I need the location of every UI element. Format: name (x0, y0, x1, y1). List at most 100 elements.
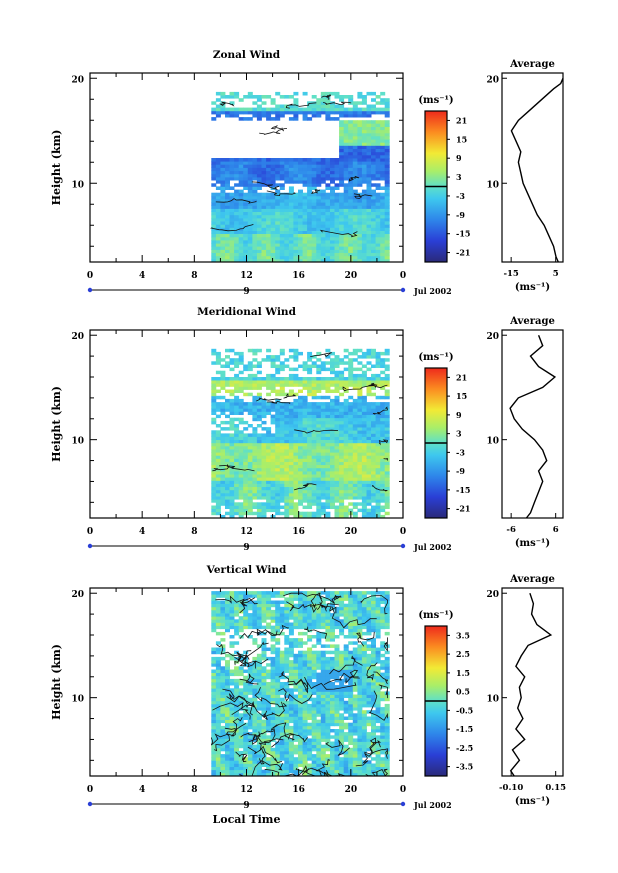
heatmap-cell (284, 227, 290, 231)
heatmap-cell (247, 471, 253, 475)
heatmap-cell (247, 195, 253, 200)
heatmap-cell (225, 471, 230, 475)
heatmap-cell (371, 417, 376, 422)
heatmap-cell (343, 408, 349, 412)
heatmap-cell (357, 433, 363, 437)
heatmap-cell (334, 750, 340, 755)
heatmap-cell (307, 703, 313, 708)
heatmap-cell (243, 439, 249, 444)
heatmap-cell (279, 663, 285, 667)
heatmap-cell (288, 110, 294, 115)
heatmap-cell (270, 202, 276, 206)
heatmap-cell (316, 176, 322, 181)
heatmap-cell (361, 380, 367, 384)
heatmap-cell (256, 750, 262, 755)
heatmap-cell (357, 145, 363, 149)
heatmap-cell (215, 461, 221, 466)
heatmap-cell (279, 439, 285, 444)
heatmap-cell (275, 389, 281, 393)
heatmap-cell (256, 474, 262, 478)
heatmap-cell (266, 591, 272, 595)
heatmap-cell (298, 619, 303, 623)
heatmap-cell (270, 101, 276, 105)
heatmap-cell (279, 625, 285, 630)
heatmap-cell (339, 492, 345, 497)
colorbar-tick-label: 15 (456, 134, 467, 144)
heatmap-cell (229, 161, 235, 165)
heatmap-cell (302, 729, 308, 733)
heatmap-cell (243, 685, 249, 689)
heatmap-cell (229, 348, 235, 353)
heatmap-cell (320, 445, 326, 450)
heatmap-cell (225, 505, 230, 509)
heatmap-cell (375, 183, 381, 187)
heatmap-cell (316, 600, 322, 604)
heatmap-cell (384, 158, 390, 162)
heatmap-cell (339, 445, 345, 450)
heatmap-cell (339, 685, 345, 689)
heatmap-cell (211, 691, 217, 695)
heatmap-cell (261, 741, 267, 745)
heatmap-cell (307, 221, 313, 225)
heatmap-cell (220, 402, 226, 406)
heatmap-cell (302, 594, 308, 598)
heatmap-cell (261, 703, 267, 708)
heatmap-cell (307, 195, 313, 200)
heatmap-cell (234, 170, 240, 175)
heatmap-cell (215, 202, 221, 206)
heatmap-cell (320, 644, 326, 648)
heatmap-cell (298, 430, 303, 434)
heatmap-cell (334, 511, 340, 516)
heatmap-cell (366, 380, 372, 384)
heatmap-cell (334, 591, 340, 595)
heatmap-cell (334, 395, 340, 400)
heatmap-cell (357, 502, 363, 506)
heatmap-cell (307, 678, 313, 683)
heatmap-cell (380, 221, 386, 225)
heatmap-cell (320, 744, 326, 749)
heatmap-cell (293, 424, 299, 428)
heatmap-cell (247, 167, 253, 172)
heatmap-cell (384, 364, 390, 368)
heatmap-cell (298, 729, 303, 733)
heatmap-cell (339, 483, 345, 487)
heatmap-cell (334, 199, 340, 203)
heatmap-cell (330, 477, 335, 481)
heatmap-cell (334, 208, 340, 212)
heatmap-cell (229, 600, 235, 604)
heatmap-cell (252, 505, 258, 509)
heatmap-cell (320, 606, 326, 611)
heatmap-cell (343, 120, 349, 124)
heatmap-cell (339, 417, 345, 422)
heatmap-cell (371, 477, 376, 481)
heatmap-cell (330, 461, 335, 466)
heatmap-cell (366, 489, 372, 494)
heatmap-cell (316, 682, 322, 686)
heatmap-cell (316, 224, 322, 228)
heatmap-cell (311, 722, 317, 727)
heatmap-cell (293, 158, 299, 162)
heatmap-cell (339, 688, 345, 692)
heatmap-cell (275, 666, 281, 670)
heatmap-cell (247, 364, 253, 368)
heatmap-cell (348, 383, 354, 387)
heatmap-cell (334, 377, 340, 381)
heatmap-cell (252, 616, 258, 620)
heatmap-cell (361, 95, 367, 99)
heatmap-cell (384, 110, 390, 115)
heatmap-cell (325, 110, 331, 115)
heatmap-cell (256, 616, 262, 620)
heatmap-cell (215, 707, 221, 711)
heatmap-cell (225, 619, 230, 623)
heatmap-cell (316, 202, 322, 206)
heatmap-cell (357, 214, 363, 219)
heatmap-cell (229, 449, 235, 453)
heatmap-cell (234, 361, 240, 365)
heatmap-cell (275, 173, 281, 178)
x-tick-label: 8 (191, 271, 197, 281)
heatmap-cell (247, 685, 253, 689)
heatmap-cell (229, 757, 235, 761)
heatmap-cell (293, 358, 299, 362)
heatmap-cell (243, 477, 249, 481)
heatmap-cell (275, 107, 281, 112)
